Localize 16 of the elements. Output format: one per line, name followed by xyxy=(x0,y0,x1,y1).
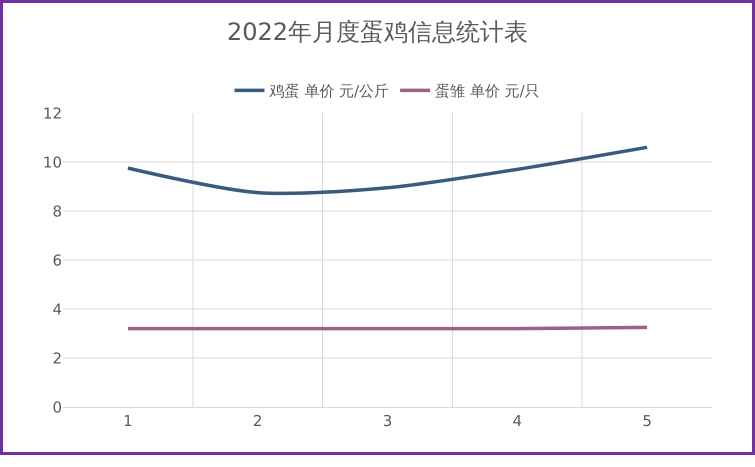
x-tick-label: 2 xyxy=(252,412,262,430)
y-tick-label: 10 xyxy=(42,153,62,172)
y-tick-label: 4 xyxy=(52,300,62,318)
line-series xyxy=(126,146,649,196)
y-tick-label: 0 xyxy=(52,398,62,416)
y-tick-label: 6 xyxy=(52,251,62,270)
x-tick-label: 1 xyxy=(123,412,133,430)
y-tick-label: 2 xyxy=(52,349,62,368)
x-tick-label: 5 xyxy=(642,412,652,430)
x-tick-label: 3 xyxy=(382,412,392,430)
x-tick-label: 4 xyxy=(512,412,522,430)
legend-label: 蛋雏 单价 元/只 xyxy=(435,82,540,100)
chart-title: 2022年月度蛋鸡信息统计表 xyxy=(226,18,528,46)
y-tick-label: 12 xyxy=(42,104,62,122)
legend-label: 鸡蛋 单价 元/公斤 xyxy=(268,82,390,100)
y-tick-label: 8 xyxy=(52,202,62,220)
